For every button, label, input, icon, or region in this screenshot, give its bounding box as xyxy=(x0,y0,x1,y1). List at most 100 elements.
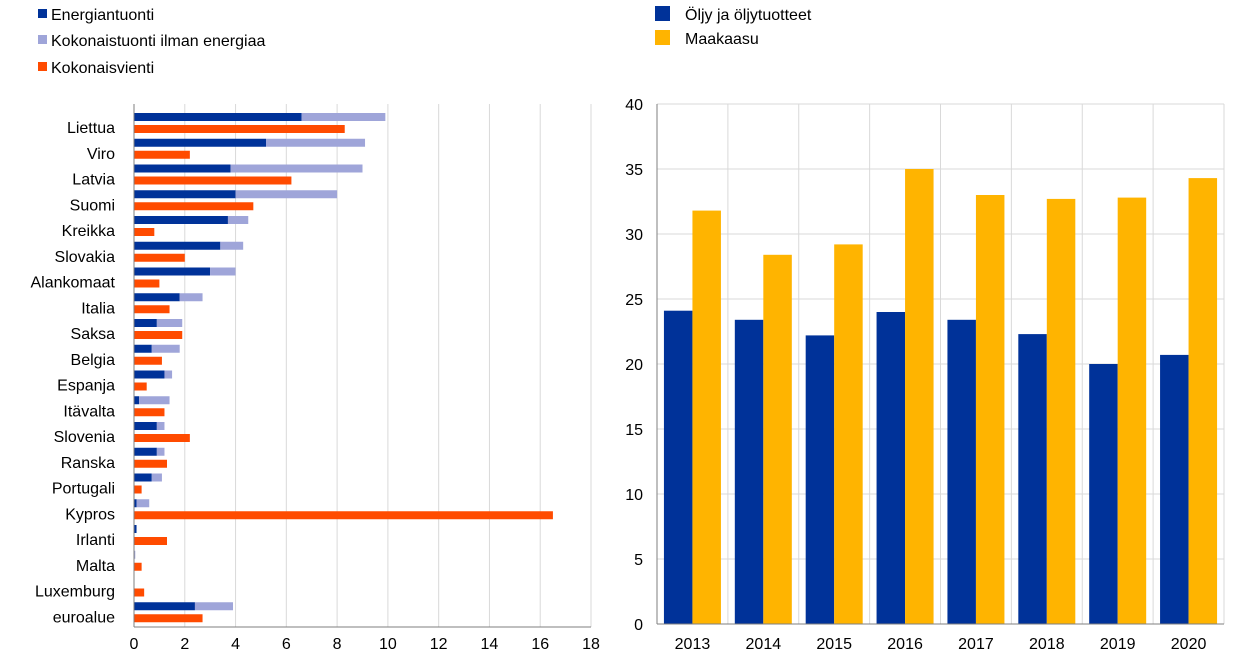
legend-swatch-non-energy-imports xyxy=(38,35,47,44)
bar-non-energy-imports xyxy=(134,550,136,559)
right-bars xyxy=(663,169,1218,625)
bar-energy-imports xyxy=(134,602,195,611)
bar-non-energy-imports xyxy=(151,344,180,353)
bar-oil xyxy=(947,319,976,624)
left-category-label: Viro xyxy=(87,146,115,163)
left-category-label: Liettua xyxy=(67,120,115,137)
bar-non-energy-imports xyxy=(156,319,183,327)
legend-label-oil: Öljy ja öljytuotteet xyxy=(685,6,812,24)
bar-oil xyxy=(734,319,764,624)
bar-energy-imports xyxy=(134,216,228,224)
bar-exports xyxy=(134,150,190,159)
bar-exports xyxy=(134,356,162,365)
legend-label-energy-imports: Energiantuonti xyxy=(51,7,154,24)
bar-gas xyxy=(1188,178,1218,624)
bar-gas xyxy=(763,254,792,625)
left-category-label: Kreikka xyxy=(62,223,115,240)
bar-exports xyxy=(134,253,185,262)
bar-exports xyxy=(134,588,145,597)
left-bars xyxy=(134,113,553,623)
left-x-tick-label: 6 xyxy=(282,636,291,653)
right-x-category-label: 2015 xyxy=(816,636,852,653)
right-legend: Öljy ja öljytuotteet Maakaasu xyxy=(655,6,812,48)
left-x-tick-labels: 0 2 4 6 8 10 12 14 16 18 xyxy=(130,636,600,653)
bar-energy-imports xyxy=(134,241,221,250)
legend-label-exports: Kokonaisvienti xyxy=(51,60,154,77)
bar-exports xyxy=(134,511,553,520)
right-y-tick-label: 5 xyxy=(634,552,643,569)
left-category-label: Ranska xyxy=(61,455,115,472)
bar-energy-imports xyxy=(134,499,137,508)
left-category-label: Slovenia xyxy=(54,429,115,446)
bar-exports xyxy=(134,202,254,211)
bar-energy-imports xyxy=(134,447,157,456)
legend-swatch-exports xyxy=(38,62,47,71)
left-category-label: Slovakia xyxy=(55,249,116,266)
bar-exports xyxy=(134,408,165,417)
right-y-tick-label: 0 xyxy=(634,617,643,634)
legend-swatch-oil xyxy=(655,6,670,21)
right-x-category-label: 2013 xyxy=(675,636,711,653)
bar-gas xyxy=(975,195,1005,624)
bar-exports xyxy=(134,434,190,442)
bar-non-energy-imports xyxy=(156,422,165,430)
bar-oil xyxy=(876,312,906,624)
bar-non-energy-imports xyxy=(266,138,366,147)
right-x-category-label: 2019 xyxy=(1100,636,1136,653)
right-x-category-labels: 2013 2014 2015 2016 2017 2018 2019 2020 xyxy=(675,636,1207,653)
left-category-label: Malta xyxy=(76,558,115,575)
left-horizontal-bar-chart: Energiantuonti Kokonaistuonti ilman ener… xyxy=(31,7,601,653)
bar-exports xyxy=(134,562,142,571)
bar-oil xyxy=(1018,334,1047,624)
right-y-tick-label: 30 xyxy=(625,227,643,244)
bar-gas xyxy=(834,244,863,624)
bar-exports xyxy=(134,228,155,236)
bar-oil xyxy=(1160,354,1189,624)
left-category-labels: Liettua Viro Latvia Suomi Kreikka Slovakia Ala… xyxy=(31,120,116,626)
left-x-tick-label: 12 xyxy=(430,636,448,653)
right-x-category-label: 2018 xyxy=(1029,636,1065,653)
right-y-tick-label: 35 xyxy=(625,162,643,179)
right-y-tick-label: 10 xyxy=(625,487,643,504)
bar-energy-imports xyxy=(134,396,140,405)
bar-energy-imports xyxy=(134,164,231,173)
left-x-tick-label: 2 xyxy=(180,636,189,653)
left-x-tick-label: 8 xyxy=(333,636,342,653)
bar-energy-imports xyxy=(134,190,236,199)
left-category-label: Suomi xyxy=(70,197,115,214)
right-axes xyxy=(656,104,1224,625)
bar-exports xyxy=(134,382,147,391)
legend-label-non-energy-imports: Kokonaistuonti ilman energiaa xyxy=(51,33,265,50)
bar-non-energy-imports xyxy=(220,241,244,250)
left-category-label: euroalue xyxy=(53,609,115,626)
left-category-label: Italia xyxy=(81,300,115,317)
left-category-label: Latvia xyxy=(72,172,115,189)
left-x-tick-label: 14 xyxy=(481,636,499,653)
left-category-label: Kypros xyxy=(65,506,115,523)
bar-energy-imports xyxy=(134,267,211,276)
bar-non-energy-imports xyxy=(194,602,234,611)
bar-non-energy-imports xyxy=(227,216,249,224)
left-category-label: Itävalta xyxy=(63,403,115,420)
bar-exports xyxy=(134,485,142,494)
right-grouped-bar-chart: Öljy ja öljytuotteet Maakaasu 0 5 10 15 20 25… xyxy=(625,6,1225,653)
left-x-tick-label: 10 xyxy=(379,636,397,653)
bar-gas xyxy=(905,169,934,624)
left-x-tick-label: 4 xyxy=(231,636,240,653)
bar-exports xyxy=(134,331,183,339)
bar-gas xyxy=(1046,198,1076,624)
left-x-tick-label: 16 xyxy=(531,636,549,653)
bar-exports xyxy=(134,614,203,623)
bar-energy-imports xyxy=(134,473,152,482)
bar-non-energy-imports xyxy=(210,267,236,276)
bar-oil xyxy=(805,335,835,624)
bar-energy-imports xyxy=(134,344,152,353)
right-y-tick-label: 25 xyxy=(625,292,643,309)
right-y-tick-labels: 0 5 10 15 20 25 30 35 40 xyxy=(625,97,643,634)
bar-energy-imports xyxy=(134,138,267,147)
right-x-category-label: 2016 xyxy=(887,636,923,653)
bar-energy-imports xyxy=(134,370,165,379)
legend-swatch-gas xyxy=(655,30,670,45)
legend-label-gas: Maakaasu xyxy=(685,31,759,48)
